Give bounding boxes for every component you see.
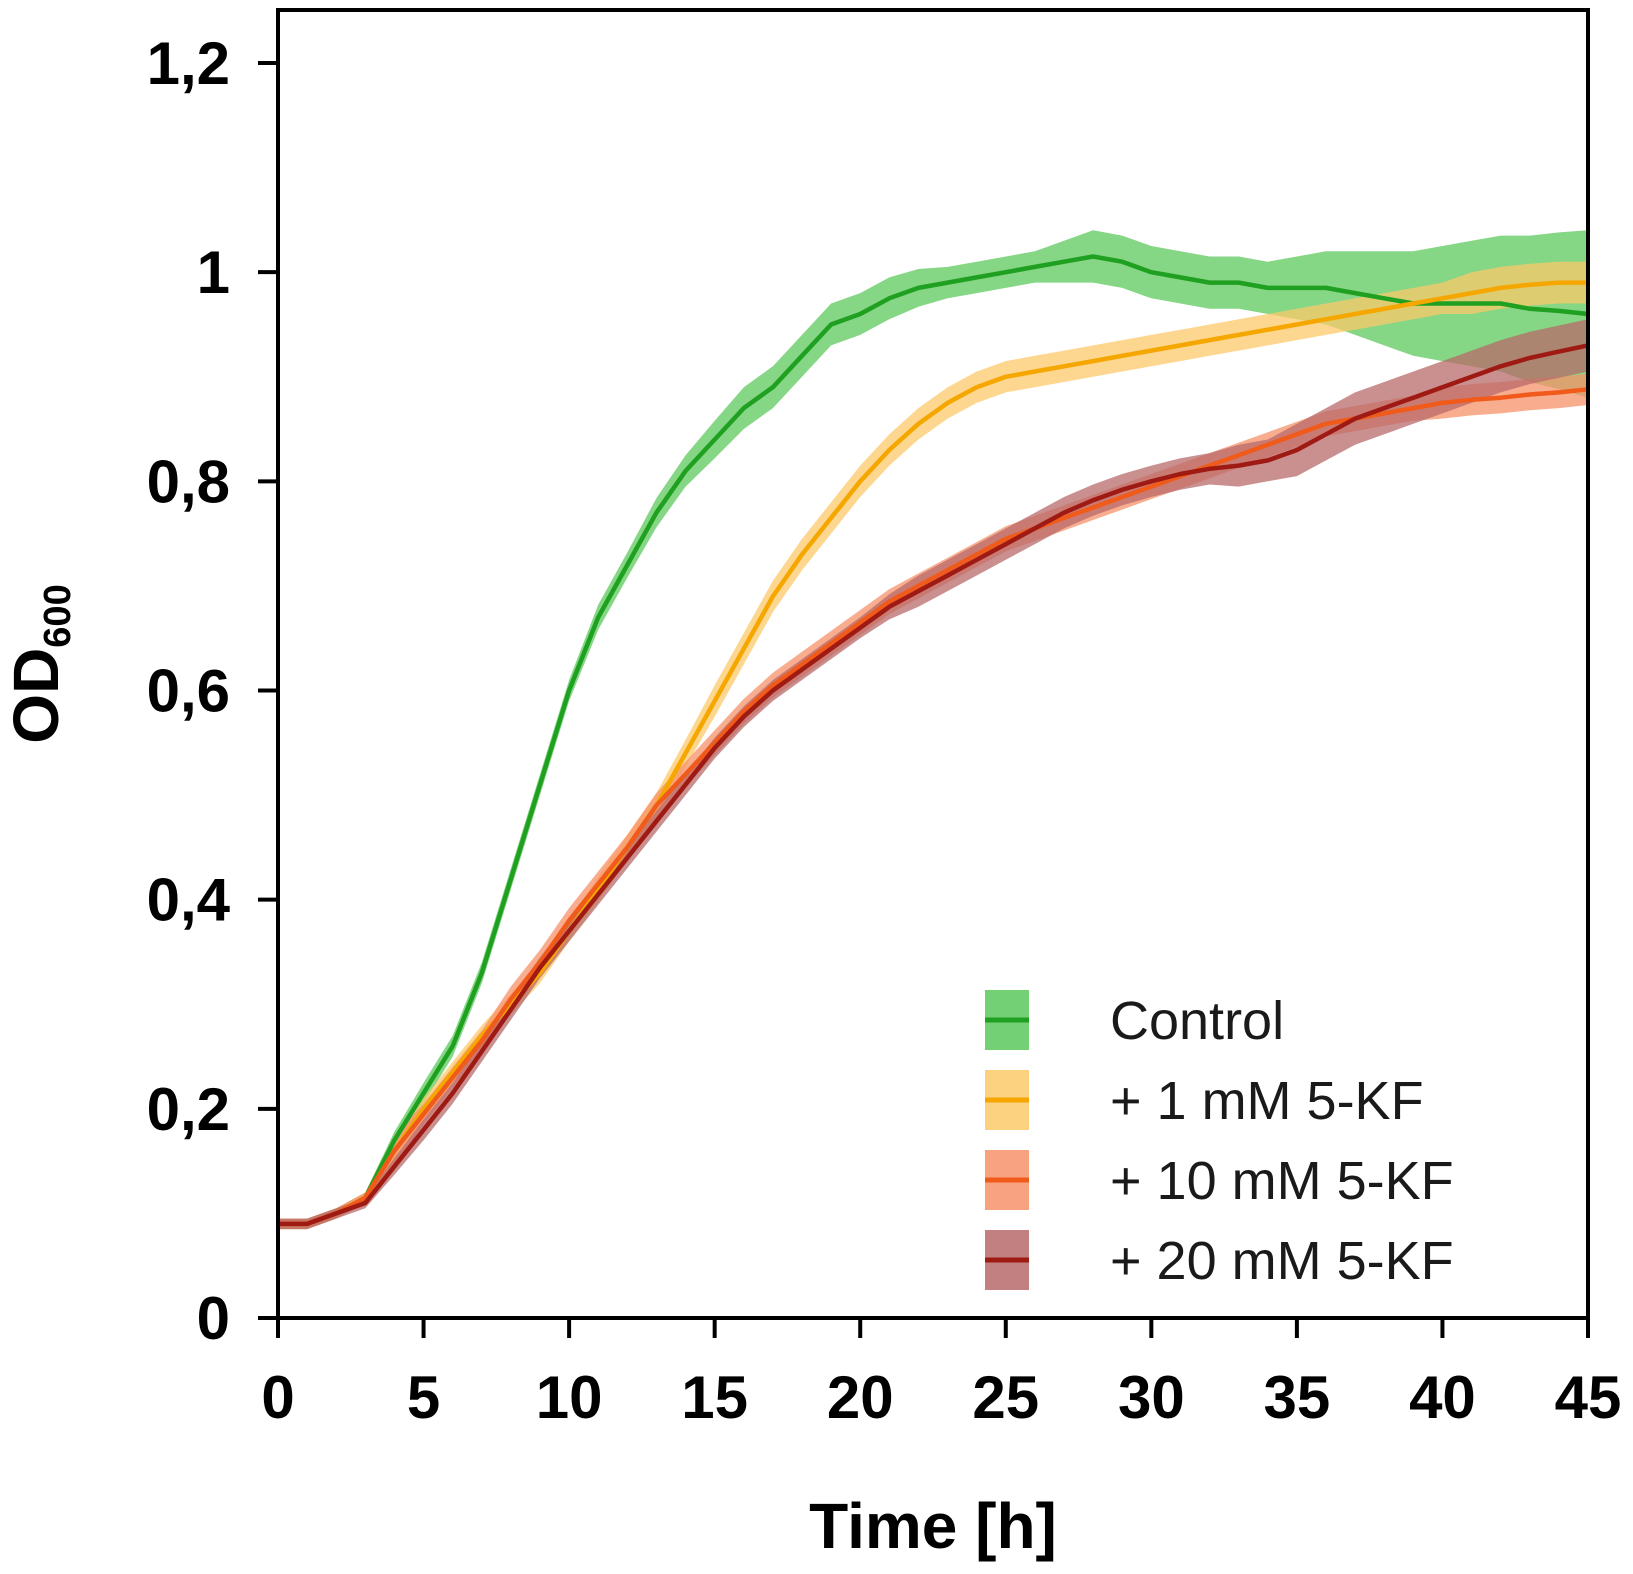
x-tick-label: 5 <box>407 1364 440 1431</box>
line-20-mm-5-kf <box>278 343 1589 1227</box>
y-axis-title: OD600 <box>0 584 79 743</box>
y-tick-label: 0 <box>197 1285 230 1352</box>
y-axis-title-subscript: 600 <box>37 584 79 647</box>
y-axis: 0 0,2 0,4 0,6 0,8 1 1,2 <box>147 30 278 1352</box>
x-tick-label: 30 <box>1118 1364 1185 1431</box>
x-tick-label: 35 <box>1264 1364 1331 1431</box>
x-axis-title: Time [h] <box>809 1490 1057 1562</box>
y-axis-title-main: OD <box>0 648 72 744</box>
series-lines <box>278 254 1589 1227</box>
x-tick-label: 25 <box>972 1364 1039 1431</box>
y-tick-label: 0,6 <box>147 658 230 725</box>
legend-label-10-mm-5-kf: + 10 mM 5-KF <box>1110 1151 1454 1211</box>
x-tick-label: 45 <box>1555 1364 1622 1431</box>
legend-label-20-mm-5-kf: + 20 mM 5-KF <box>1110 1231 1454 1291</box>
plot-frame <box>276 8 1590 1320</box>
y-tick-label: 0,2 <box>147 1076 230 1143</box>
x-tick-label: 15 <box>681 1364 748 1431</box>
legend-label-control: Control <box>1110 991 1284 1051</box>
line-10-mm-5-kf <box>278 387 1589 1227</box>
y-tick-label: 1,2 <box>147 30 230 97</box>
y-tick-label: 1 <box>197 239 230 306</box>
x-tick-label: 0 <box>261 1364 294 1431</box>
y-tick-label: 0,8 <box>147 448 230 515</box>
legend-label-1-mm-5-kf: + 1 mM 5-KF <box>1110 1071 1424 1131</box>
x-tick-label: 20 <box>827 1364 894 1431</box>
band-control <box>278 230 1588 1230</box>
legend: Control + 1 mM 5-KF + 10 mM 5-KF + 20 mM 5-… <box>985 990 1454 1291</box>
x-tick-label: 40 <box>1409 1364 1476 1431</box>
line-control <box>278 254 1589 1227</box>
x-tick-label: 10 <box>536 1364 603 1431</box>
x-axis: 0 5 10 15 20 25 30 35 40 45 <box>261 1318 1621 1431</box>
y-tick-label: 0,4 <box>147 867 231 934</box>
